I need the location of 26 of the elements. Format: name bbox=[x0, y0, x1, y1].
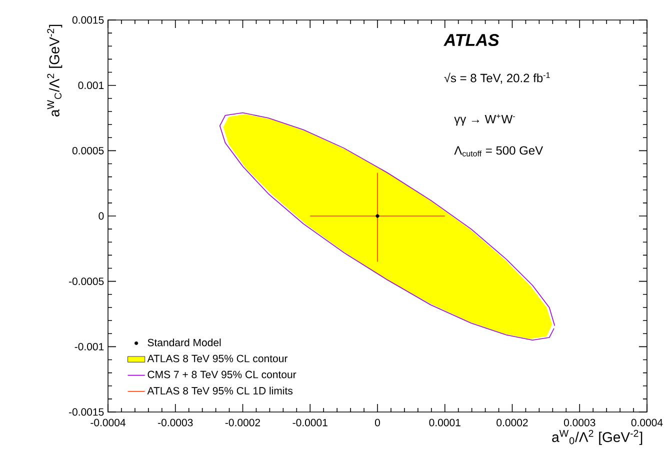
x-tick-label: -0.0003 bbox=[158, 418, 193, 426]
x-tick-label: 0.0002 bbox=[496, 418, 528, 426]
y-tick-label: -0.0005 bbox=[68, 278, 104, 286]
x-tick-label: 0.0001 bbox=[429, 418, 460, 426]
annotation: γγ → W$^{+}$W$^{-}$ bbox=[454, 114, 515, 126]
x-tick-label: -0.0002 bbox=[225, 418, 260, 426]
y-tick-label: 0 bbox=[98, 212, 104, 220]
y-tick-label: -0.0015 bbox=[68, 408, 104, 416]
x-tick-label: 0 bbox=[374, 418, 380, 426]
y-tick-label: 0.0015 bbox=[72, 16, 104, 24]
y-tick-label: 0.001 bbox=[78, 82, 104, 90]
annotation: ATLAS bbox=[444, 34, 500, 46]
annotation: √s = 8 TeV, 20.2 fb$^{-1}$ bbox=[444, 72, 550, 84]
annotation: Λ$_{cutoff}$ = 500 GeV bbox=[454, 146, 544, 156]
legend-label: CMS 7 + 8 TeV 95% CL contour bbox=[148, 370, 296, 378]
y-tick-label: -0.001 bbox=[74, 342, 104, 350]
legend-label: Standard Model bbox=[148, 338, 221, 346]
legend-label: ATLAS 8 TeV 95% CL 1D limits bbox=[147, 386, 293, 394]
x-tick-label: -0.0001 bbox=[292, 418, 328, 426]
x-tick-label: 0.0003 bbox=[564, 418, 596, 426]
x-tick-label: 0.0004 bbox=[631, 418, 663, 426]
y-axis-title: a$^{W}$$_{C}$/Λ$^{2}$ [GeV$^{-2}$] bbox=[47, 24, 62, 116]
y-tick-label: 0.0005 bbox=[72, 146, 104, 154]
legend-label: ATLAS 8 TeV 95% CL contour bbox=[147, 354, 288, 362]
x-tick-label: -0.0004 bbox=[90, 418, 126, 426]
x-axis-title: a$^{W}$$_{0}$/Λ$^{2}$ [GeV$^{-2}$] bbox=[552, 430, 642, 445]
